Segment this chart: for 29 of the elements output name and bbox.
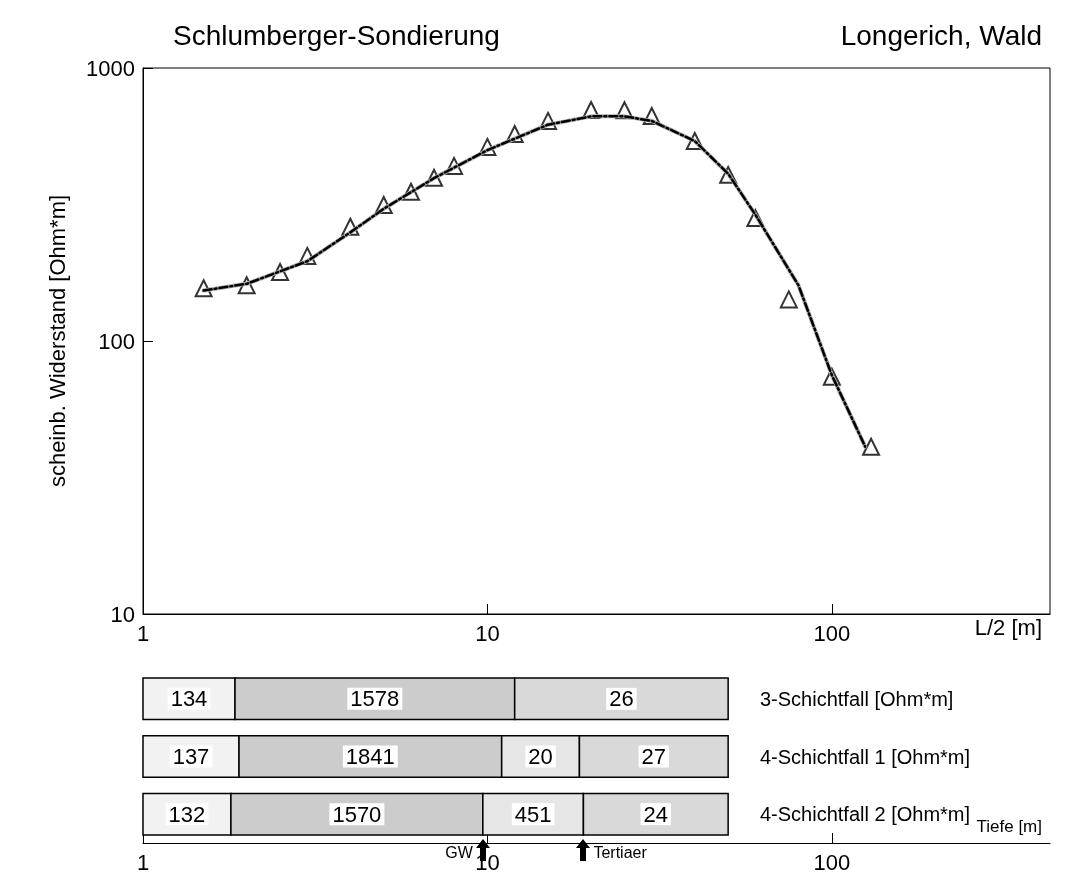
x-tick-label: 1 [136, 849, 150, 875]
annotation: GW [445, 843, 473, 862]
annotation: 1570 [332, 801, 382, 827]
annotation: 451 [514, 801, 552, 827]
chart-subtitle: Longerich, Wald [840, 19, 1043, 51]
x-axis-title: L/2 [m] [974, 614, 1042, 640]
y-tick-label: 1000 [86, 55, 135, 81]
y-tick-label: 4-Schichtfall 1 [Ohm*m] [760, 745, 971, 768]
annotation: 132 [168, 801, 206, 827]
x-tick-label: 10 [475, 620, 500, 646]
y-tick-label: 4-Schichtfall 2 [Ohm*m] [760, 803, 971, 826]
y-tick-label: 10 [110, 601, 135, 627]
annotation: Tertiaer [593, 843, 647, 862]
y-tick-label: 100 [98, 328, 135, 354]
chart-title: Schlumberger-Sondierung [173, 19, 500, 51]
x-tick-label: 1 [136, 620, 150, 646]
annotation: 20 [528, 744, 553, 769]
x-tick-label: 100 [813, 849, 851, 875]
annotation: 137 [172, 744, 210, 769]
x-axis-title: Tiefe [m] [976, 817, 1043, 836]
annotation: 1841 [345, 744, 395, 769]
y-axis-title: scheinb. Widerstand [Ohm*m] [44, 194, 70, 488]
annotation: 27 [641, 744, 667, 769]
annotation: 24 [643, 801, 669, 827]
annotation: 1578 [350, 686, 400, 712]
annotation: 134 [170, 686, 208, 712]
annotation: 26 [609, 686, 634, 712]
y-tick-label: 3-Schichtfall [Ohm*m] [760, 687, 954, 710]
x-tick-label: 100 [813, 620, 851, 646]
